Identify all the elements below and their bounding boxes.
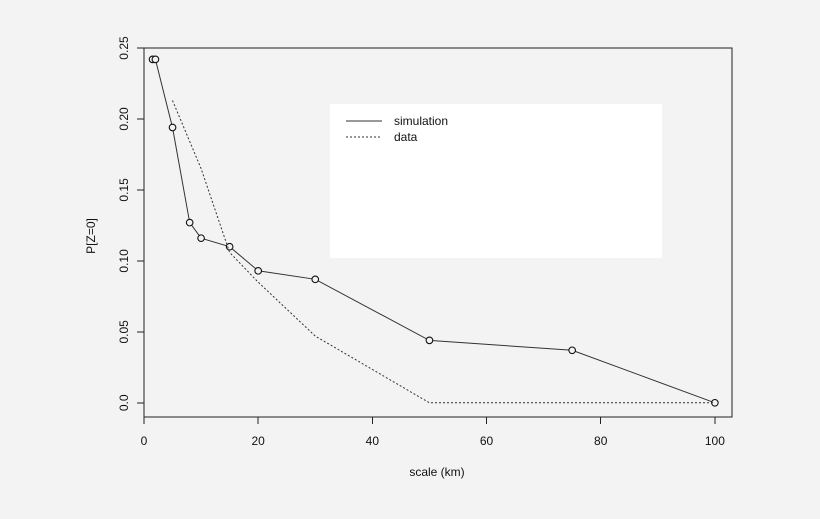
data-point-simulation bbox=[185, 218, 194, 227]
legend: simulation data bbox=[330, 104, 662, 258]
y-axis-title: P[Z=0] bbox=[84, 218, 98, 254]
x-tick-label: 40 bbox=[366, 434, 380, 448]
data-point-simulation bbox=[311, 275, 320, 284]
x-tick-label: 0 bbox=[141, 434, 148, 448]
series-layer bbox=[148, 55, 719, 407]
y-tick-label: 0.25 bbox=[117, 36, 131, 60]
series-line-data bbox=[172, 100, 715, 404]
data-point-simulation bbox=[254, 266, 263, 275]
data-point-simulation bbox=[425, 336, 434, 345]
data-point-simulation bbox=[197, 234, 205, 243]
y-axis: 0.0 0.05 0.10 0.15 0.20 0.25 bbox=[117, 36, 145, 411]
y-tick-label: 0.10 bbox=[117, 249, 131, 273]
y-tick-label: 0.0 bbox=[117, 394, 131, 411]
data-point-simulation bbox=[568, 346, 577, 355]
y-tick-label: 0.15 bbox=[117, 178, 131, 202]
x-tick-label: 20 bbox=[251, 434, 265, 448]
y-tick-label: 0.05 bbox=[117, 320, 131, 344]
legend-label-data: data bbox=[394, 130, 418, 144]
y-tick-label: 0.20 bbox=[117, 107, 131, 131]
x-axis: 0 20 40 60 80 100 bbox=[141, 416, 725, 448]
data-point-simulation bbox=[225, 242, 234, 251]
data-point-simulation bbox=[151, 55, 160, 64]
x-tick-label: 100 bbox=[705, 434, 725, 448]
legend-background bbox=[330, 104, 662, 258]
x-tick-label: 80 bbox=[594, 434, 608, 448]
legend-label-simulation: simulation bbox=[394, 114, 448, 128]
x-axis-title: scale (km) bbox=[409, 465, 464, 479]
data-point-simulation bbox=[168, 123, 177, 132]
x-tick-label: 60 bbox=[480, 434, 494, 448]
